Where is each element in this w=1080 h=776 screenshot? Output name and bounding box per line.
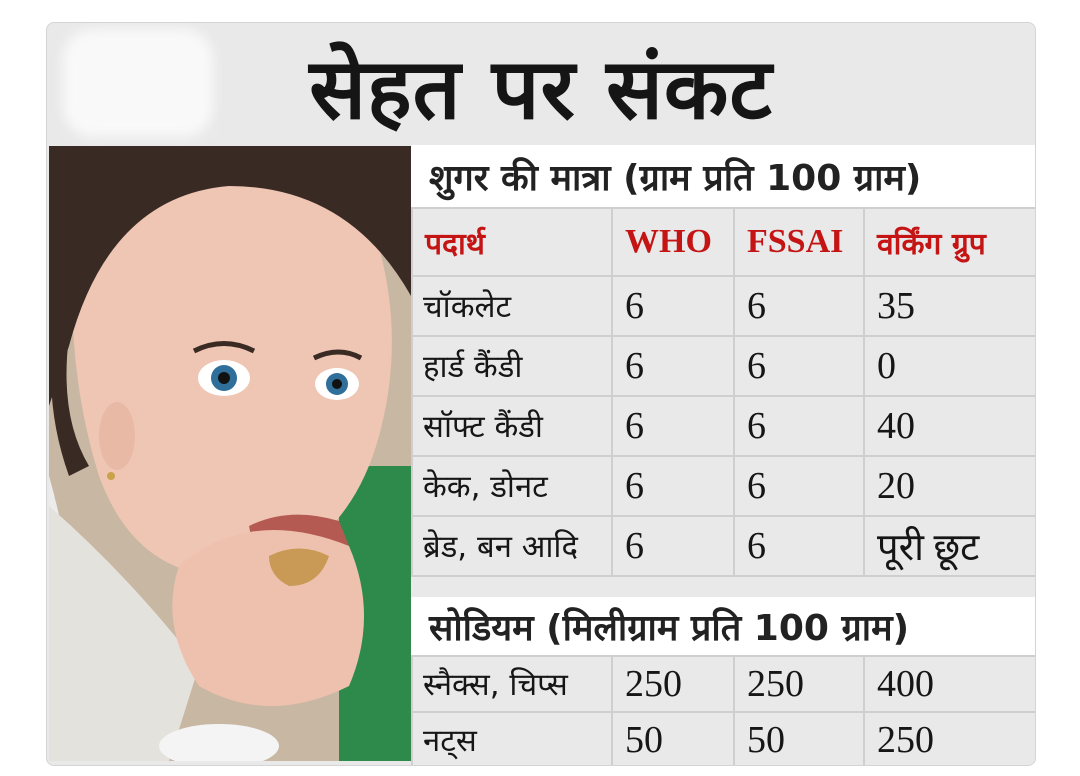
- row-fssai: 6: [733, 515, 865, 577]
- table-row: स्नैक्स, चिप्स 250 250 400: [411, 655, 1035, 713]
- sugar-section-title: शुगर की मात्रा (ग्राम प्रति 100 ग्राम): [411, 145, 1035, 207]
- row-fssai: 6: [733, 455, 865, 517]
- row-item: केक, डोनट: [411, 455, 613, 517]
- row-item: सॉफ्ट कैंडी: [411, 395, 613, 457]
- table-row: ब्रेड, बन आदि 6 6 पूरी छूट: [411, 515, 1035, 577]
- column-header-item: पदार्थ: [411, 207, 613, 277]
- row-working-group: पूरी छूट: [863, 515, 1035, 577]
- row-who: 250: [611, 655, 735, 713]
- row-working-group: 35: [863, 275, 1035, 337]
- table-row: सॉफ्ट कैंडी 6 6 40: [411, 395, 1035, 457]
- child-illustration: [49, 146, 411, 761]
- column-header-working-group: वर्किंग ग्रुप: [863, 207, 1035, 277]
- row-who: 6: [611, 515, 735, 577]
- row-working-group: 400: [863, 655, 1035, 713]
- row-working-group: 40: [863, 395, 1035, 457]
- row-who: 50: [611, 711, 735, 765]
- table-row: चॉकलेट 6 6 35: [411, 275, 1035, 337]
- row-item: स्नैक्स, चिप्स: [411, 655, 613, 713]
- column-header-fssai: FSSAI: [733, 207, 865, 277]
- sugar-header-row: पदार्थ WHO FSSAI वर्किंग ग्रुप: [411, 207, 1035, 277]
- child-eating-photo: [49, 146, 411, 761]
- column-header-who: WHO: [611, 207, 735, 277]
- row-fssai: 250: [733, 655, 865, 713]
- sodium-table: स्नैक्स, चिप्स 250 250 400 नट्स 50 50 25…: [411, 655, 1035, 765]
- row-fssai: 6: [733, 275, 865, 337]
- sugar-table: पदार्थ WHO FSSAI वर्किंग ग्रुप चॉकलेट 6 …: [411, 207, 1035, 577]
- row-fssai: 6: [733, 395, 865, 457]
- row-working-group: 0: [863, 335, 1035, 397]
- row-who: 6: [611, 275, 735, 337]
- table-row: केक, डोनट 6 6 20: [411, 455, 1035, 517]
- row-who: 6: [611, 455, 735, 517]
- sodium-section-title: सोडियम (मिलीग्राम प्रति 100 ग्राम): [411, 597, 1035, 655]
- row-who: 6: [611, 335, 735, 397]
- row-fssai: 6: [733, 335, 865, 397]
- news-graphic-card: सेहत पर संकट शुगर की मात्रा: [46, 22, 1036, 766]
- table-row: हार्ड कैंडी 6 6 0: [411, 335, 1035, 397]
- headline: सेहत पर संकट: [309, 40, 773, 138]
- row-who: 6: [611, 395, 735, 457]
- row-item: नट्स: [411, 711, 613, 765]
- row-working-group: 250: [863, 711, 1035, 765]
- row-fssai: 50: [733, 711, 865, 765]
- row-item: चॉकलेट: [411, 275, 613, 337]
- sugar-sodium-table-area: शुगर की मात्रा (ग्राम प्रति 100 ग्राम) प…: [411, 145, 1035, 765]
- table-row: नट्स 50 50 250: [411, 711, 1035, 765]
- row-item: ब्रेड, बन आदि: [411, 515, 613, 577]
- row-item: हार्ड कैंडी: [411, 335, 613, 397]
- row-working-group: 20: [863, 455, 1035, 517]
- blurred-watermark: [63, 29, 213, 137]
